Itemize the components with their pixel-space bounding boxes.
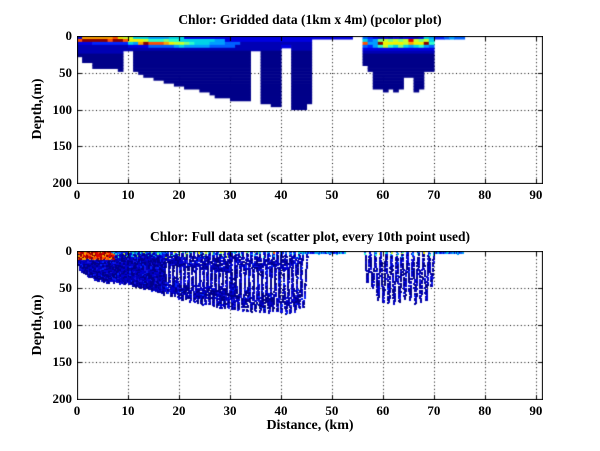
- x-tick-label: 90: [529, 187, 543, 202]
- y-tick-label: 50: [59, 64, 72, 80]
- x-tick-label: 60: [376, 403, 390, 418]
- x-tick-label: 10: [121, 187, 135, 202]
- x-tick-label: 30: [223, 403, 237, 418]
- x-tick-label: 20: [172, 187, 186, 202]
- y-tick-label: 0: [65, 243, 73, 258]
- x-tick-label: 50: [325, 403, 339, 418]
- x-tick-label: 20: [172, 403, 186, 418]
- x-tick-label: 80: [478, 187, 492, 202]
- x-tick-label: 0: [73, 403, 81, 418]
- x-tick-label: 40: [274, 403, 288, 418]
- x-tick-label: 40: [274, 187, 288, 202]
- top-plot-title: Chlor: Gridded data (1km x 4m) (pcolor p…: [178, 12, 442, 27]
- y-tick-label: 50: [59, 280, 72, 295]
- y-tick-label: 150: [52, 138, 73, 154]
- y-tick-label: 100: [52, 101, 73, 117]
- x-tick-label: 60: [376, 187, 390, 202]
- x-axis-label: Distance, (km): [266, 418, 354, 433]
- x-tick-label: 70: [427, 403, 441, 418]
- y-tick-label: 0: [65, 28, 73, 43]
- y-tick-label: 150: [52, 354, 73, 369]
- y-tick-label: 200: [52, 391, 73, 406]
- x-tick-label: 0: [73, 187, 81, 202]
- y-tick-label: 200: [52, 175, 73, 190]
- y-tick-label: 100: [52, 317, 73, 332]
- x-tick-label: 80: [478, 403, 492, 418]
- x-tick-label: 90: [529, 403, 543, 418]
- x-tick-label: 30: [223, 187, 237, 202]
- bottom-plot-title: Chlor: Full data set (scatter plot, ever…: [150, 229, 470, 244]
- pcolor-plot-canvas: [77, 36, 543, 184]
- x-tick-label: 10: [121, 403, 135, 418]
- scatter-plot-canvas: [77, 251, 543, 400]
- x-tick-label: 50: [325, 187, 339, 202]
- x-tick-label: 70: [427, 187, 441, 202]
